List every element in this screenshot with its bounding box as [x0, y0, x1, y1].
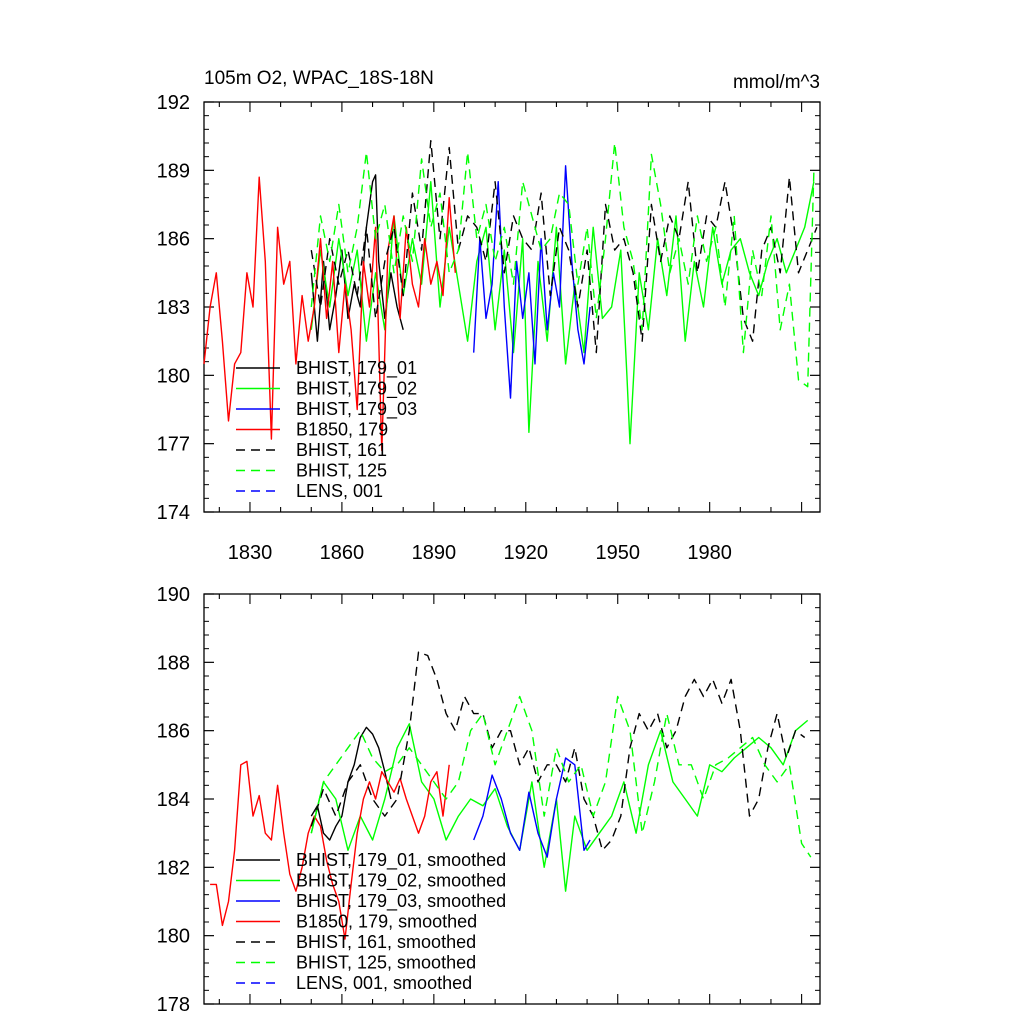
legend-label-6: LENS, 001, smoothed: [296, 973, 472, 993]
y-tick-label: 177: [157, 434, 190, 456]
series-line-2: [473, 165, 591, 399]
y-tick-label: 186: [157, 229, 190, 251]
series-line-2: [473, 757, 591, 858]
series-line-0: [310, 174, 404, 342]
y-tick-label: 180: [157, 926, 190, 948]
series-line-1: [310, 180, 815, 445]
chart-title: 105m O2, WPAC_18S-18N: [204, 68, 434, 89]
y-tick-label: 183: [157, 297, 190, 319]
y-tick-label: 182: [157, 857, 190, 879]
y-tick-label: 174: [157, 502, 190, 524]
series-line-1: [310, 719, 809, 892]
legend-label-1: BHIST, 179_02, smoothed: [296, 871, 506, 892]
y-tick-label: 189: [157, 160, 190, 182]
legend-label-6: LENS, 001: [296, 481, 383, 501]
x-tick-label: 1860: [320, 542, 365, 564]
y-tick-label: 180: [157, 365, 190, 387]
series-line-0: [310, 726, 392, 841]
top-panel: 174 177 180 183 186 189 192 1830 1860 1890 1920 195…: [157, 92, 821, 564]
x-tick-label: 1950: [595, 542, 640, 564]
x-tick-label: 1980: [687, 542, 732, 564]
x-tick-label: 1890: [412, 542, 457, 564]
legend-label-0: BHIST, 179_01: [296, 358, 417, 379]
legend-label-5: BHIST, 125, smoothed: [296, 953, 476, 973]
y-tick-label: 184: [157, 789, 190, 811]
y-tick-label: 178: [157, 994, 190, 1016]
series-line-5: [310, 142, 815, 388]
legend-label-3: B1850, 179, smoothed: [296, 912, 477, 932]
legend-label-2: BHIST, 179_03: [296, 399, 417, 420]
units-label: mmol/m^3: [733, 72, 820, 93]
legend-label-3: B1850, 179: [296, 420, 388, 440]
legend-label-0: BHIST, 179_01, smoothed: [296, 850, 506, 871]
series-line-5: [310, 695, 812, 858]
legend-label-2: BHIST, 179_03, smoothed: [296, 891, 506, 912]
series-line-3: [203, 176, 456, 452]
bottom-panel: 178 180 182 184 186 188 190 BHIST, 179_01, smoo…: [157, 584, 821, 1016]
legend-label-4: BHIST, 161, smoothed: [296, 932, 476, 952]
series-line-3: [210, 760, 450, 940]
legend-label-5: BHIST, 125: [296, 461, 387, 481]
series-line-4: [310, 651, 806, 851]
x-tick-label: 1830: [228, 542, 273, 564]
legend-label-1: BHIST, 179_02: [296, 379, 417, 400]
y-tick-label: 188: [157, 652, 190, 674]
y-tick-label: 192: [157, 92, 190, 114]
legend-label-4: BHIST, 161: [296, 440, 387, 460]
x-tick-label: 1920: [504, 542, 549, 564]
y-tick-label: 186: [157, 721, 190, 743]
y-tick-label: 190: [157, 584, 190, 606]
